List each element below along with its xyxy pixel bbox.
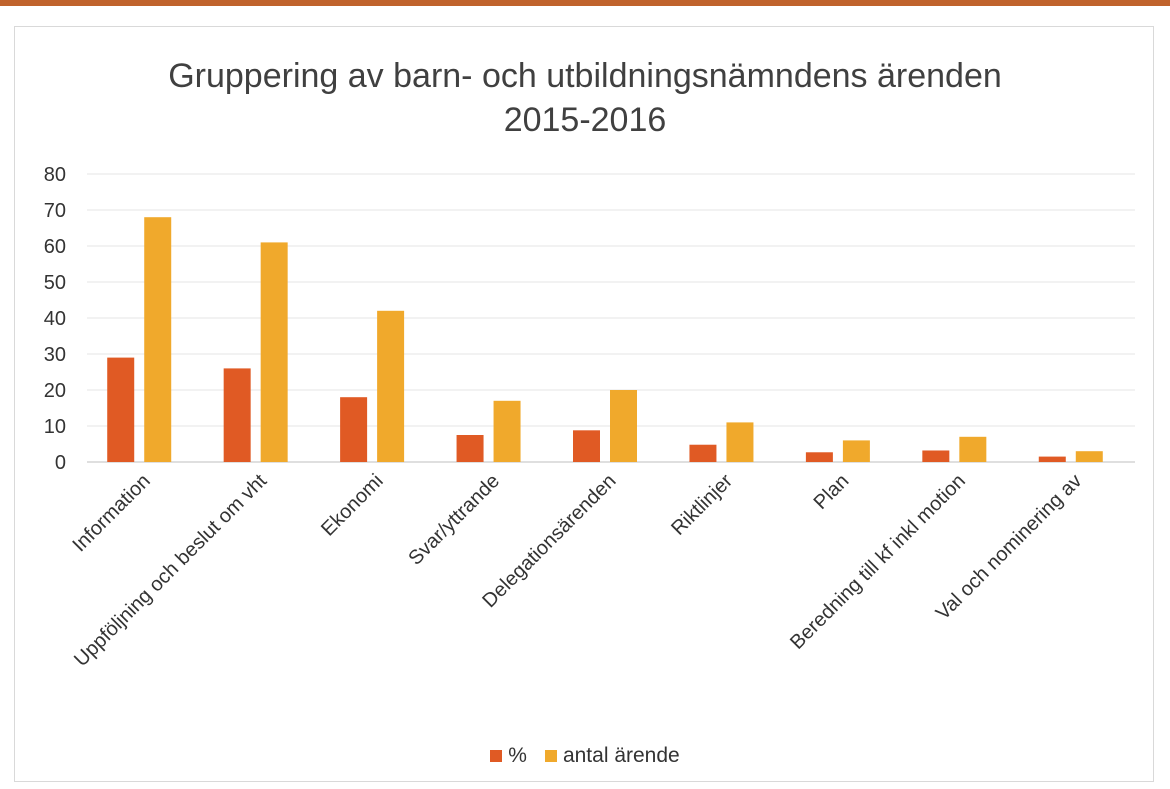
y-tick-label: 80 <box>44 164 66 186</box>
bar-antal <box>610 390 637 462</box>
bar-antal <box>493 400 521 462</box>
bar-percent <box>805 452 833 462</box>
bar-antal <box>144 217 172 462</box>
category-label: Delegationsärenden <box>478 470 620 612</box>
bar-percent <box>922 450 950 462</box>
category-label: Svar/yttrande <box>404 470 504 570</box>
bar-percent <box>107 357 135 462</box>
y-tick-label: 30 <box>44 344 66 366</box>
y-tick-label: 70 <box>44 200 66 222</box>
legend-swatch-percent <box>490 750 503 762</box>
legend-item-percent: % <box>490 744 527 768</box>
category-label: Uppföljning och beslut om vht <box>70 470 271 671</box>
category-label: Riktlinjer <box>667 470 737 540</box>
chart-frame <box>14 26 1154 782</box>
bar-antal <box>1075 451 1103 462</box>
y-tick-label: 60 <box>44 236 66 258</box>
bar-antal <box>842 440 870 462</box>
bar-antal <box>260 242 288 462</box>
bar-percent <box>573 430 600 462</box>
legend-swatch-antal <box>544 750 557 762</box>
y-tick-label: 0 <box>55 452 66 474</box>
bar-antal <box>959 436 987 462</box>
chart-title: Gruppering av barn- och utbildningsnämnd… <box>0 54 1170 142</box>
bar-antal <box>377 310 405 462</box>
bar-percent <box>340 397 368 462</box>
legend: % antal ärende <box>0 744 1170 768</box>
category-label: Ekonomi <box>317 470 388 541</box>
bar-antal <box>726 422 754 462</box>
y-tick-label: 10 <box>44 416 66 438</box>
chart-title-line-2: 2015-2016 <box>503 101 667 139</box>
legend-label-percent: % <box>508 744 527 767</box>
legend-item-antal: antal ärende <box>544 744 680 768</box>
legend-label-antal: antal ärende <box>562 744 680 767</box>
chart-title-line-1: Gruppering av barn- och utbildningsnämnd… <box>168 57 1002 95</box>
bar-percent <box>1038 456 1066 462</box>
y-tick-label: 20 <box>44 380 66 402</box>
top-rule <box>0 0 1170 6</box>
bar-percent <box>456 435 484 462</box>
bar-percent <box>689 444 717 462</box>
category-label: Information <box>68 470 154 556</box>
y-tick-label: 40 <box>44 308 66 330</box>
category-label: Plan <box>810 470 854 514</box>
y-tick-label: 50 <box>44 272 66 294</box>
bar-percent <box>223 368 251 462</box>
